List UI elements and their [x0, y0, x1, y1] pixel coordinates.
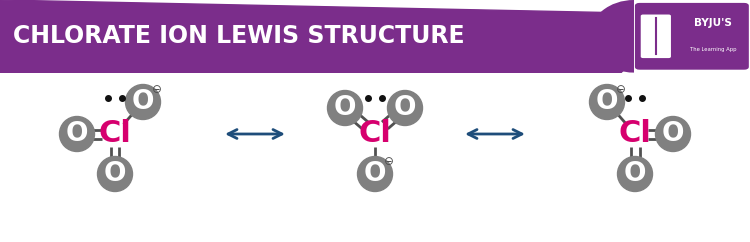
Circle shape [125, 84, 160, 120]
Circle shape [656, 116, 691, 151]
Text: O: O [624, 161, 646, 187]
Text: O: O [334, 95, 356, 121]
Circle shape [98, 157, 133, 191]
Text: O: O [66, 121, 88, 147]
Circle shape [59, 116, 94, 151]
Polygon shape [0, 0, 634, 73]
Text: ⊖: ⊖ [384, 155, 394, 168]
Text: ⊖: ⊖ [152, 83, 161, 96]
Text: O: O [596, 89, 618, 115]
Text: Cl: Cl [619, 120, 652, 149]
Circle shape [358, 157, 392, 191]
Text: Cl: Cl [98, 120, 131, 149]
FancyBboxPatch shape [635, 3, 748, 70]
Text: O: O [132, 89, 154, 115]
Text: The Learning App: The Learning App [689, 47, 736, 52]
Text: ⊖: ⊖ [616, 83, 626, 96]
Text: O: O [662, 121, 684, 147]
Text: O: O [104, 161, 126, 187]
Text: O: O [394, 95, 416, 121]
Text: BYJU'S: BYJU'S [694, 18, 732, 28]
Circle shape [617, 157, 652, 191]
Circle shape [388, 91, 422, 126]
Text: CHLORATE ION LEWIS STRUCTURE: CHLORATE ION LEWIS STRUCTURE [13, 24, 464, 48]
Ellipse shape [590, 0, 678, 73]
Circle shape [328, 91, 362, 126]
Text: O: O [364, 161, 386, 187]
Circle shape [590, 84, 625, 120]
FancyBboxPatch shape [640, 15, 671, 58]
Text: Cl: Cl [358, 120, 392, 149]
